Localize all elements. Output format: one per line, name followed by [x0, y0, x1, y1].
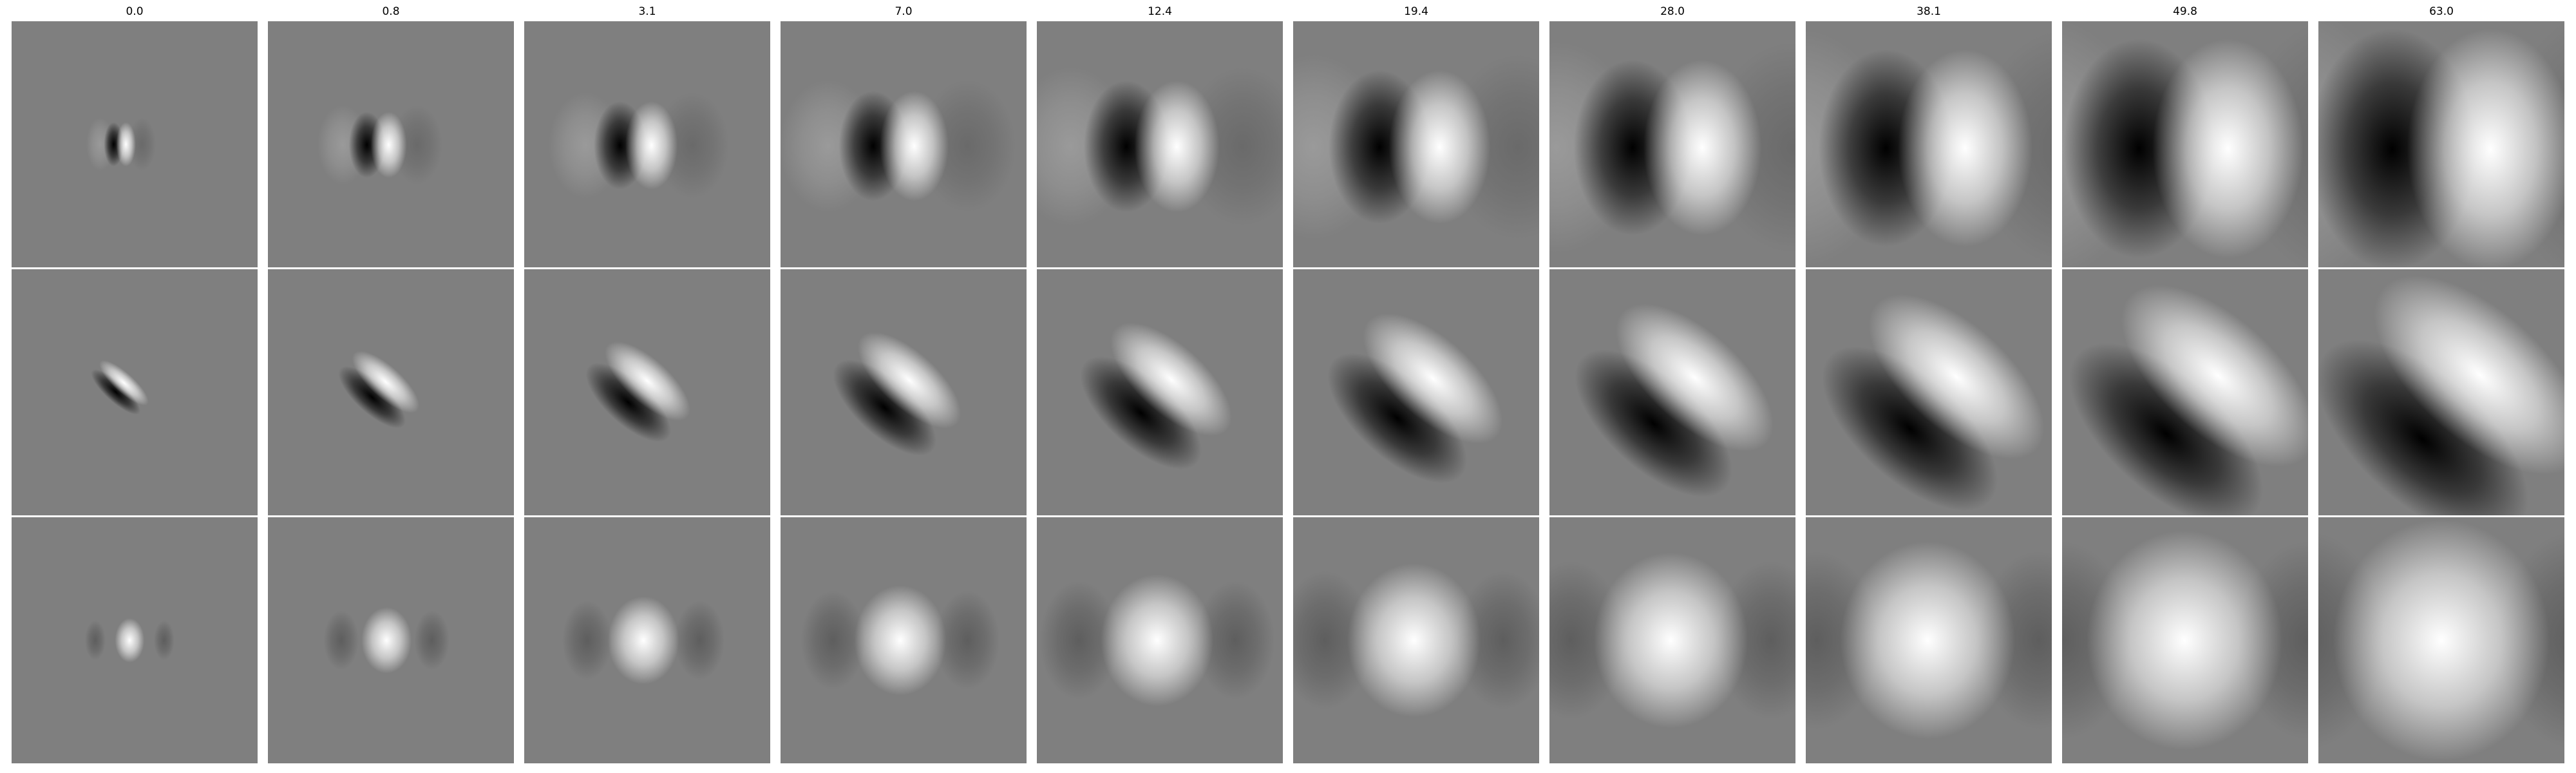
panel-image [1549, 269, 1795, 515]
panel-image [268, 21, 514, 267]
image-panel [12, 517, 258, 763]
image-panel [1549, 21, 1795, 267]
column-title: 38.1 [1917, 5, 1941, 18]
panel-image [781, 21, 1027, 267]
image-panel [524, 269, 770, 515]
image-panel [2062, 269, 2308, 515]
column-title: 63.0 [2429, 5, 2454, 18]
image-panel [268, 517, 514, 763]
image-panel [781, 517, 1027, 763]
panel-image [1549, 517, 1795, 763]
image-panel [1293, 517, 1539, 763]
column-title: 49.8 [2173, 5, 2197, 18]
panel-image [524, 21, 770, 267]
image-panel [524, 21, 770, 267]
panel-image [1293, 517, 1539, 763]
panel-image [12, 517, 258, 763]
panel-image [524, 517, 770, 763]
column-title: 28.0 [1660, 5, 1685, 18]
panel-image [781, 269, 1027, 515]
panel-image [1806, 517, 2052, 763]
panel-image [781, 517, 1027, 763]
image-panel [1806, 21, 2052, 267]
panel-image [1549, 21, 1795, 267]
panel-image [2062, 269, 2308, 515]
panel-image [1037, 21, 1283, 267]
image-panel [1806, 517, 2052, 763]
panel-image [1293, 21, 1539, 267]
image-panel [781, 269, 1027, 515]
image-panel [2062, 21, 2308, 267]
image-panel [268, 269, 514, 515]
panel-image [1037, 269, 1283, 515]
panel-image [2062, 517, 2308, 763]
panel-image [1806, 21, 2052, 267]
panel-image [2318, 517, 2564, 763]
panel-image [12, 269, 258, 515]
panel-image [12, 21, 258, 267]
panel-image [1806, 269, 2052, 515]
column-title: 12.4 [1148, 5, 1172, 18]
column-title: 7.0 [895, 5, 913, 18]
image-panel [12, 269, 258, 515]
panel-image [2318, 269, 2564, 515]
image-panel [1549, 517, 1795, 763]
image-panel [1806, 269, 2052, 515]
panel-image [268, 269, 514, 515]
image-panel [2062, 517, 2308, 763]
panel-image [268, 517, 514, 763]
image-panel [2318, 269, 2564, 515]
panel-image [1293, 269, 1539, 515]
image-panel [781, 21, 1027, 267]
column-title: 3.1 [638, 5, 656, 18]
column-title: 0.0 [126, 5, 144, 18]
column-title: 19.4 [1404, 5, 1428, 18]
image-panel [268, 21, 514, 267]
image-panel [524, 517, 770, 763]
image-panel [1549, 269, 1795, 515]
image-panel [2318, 21, 2564, 267]
column-title: 0.8 [382, 5, 400, 18]
image-panel [1293, 21, 1539, 267]
image-panel [1037, 517, 1283, 763]
panel-image [2062, 21, 2308, 267]
image-panel [1037, 269, 1283, 515]
panel-image [2318, 21, 2564, 267]
panel-image [524, 269, 770, 515]
image-panel [2318, 517, 2564, 763]
panel-image [1037, 517, 1283, 763]
image-panel [12, 21, 258, 267]
image-panel [1037, 21, 1283, 267]
image-panel [1293, 269, 1539, 515]
